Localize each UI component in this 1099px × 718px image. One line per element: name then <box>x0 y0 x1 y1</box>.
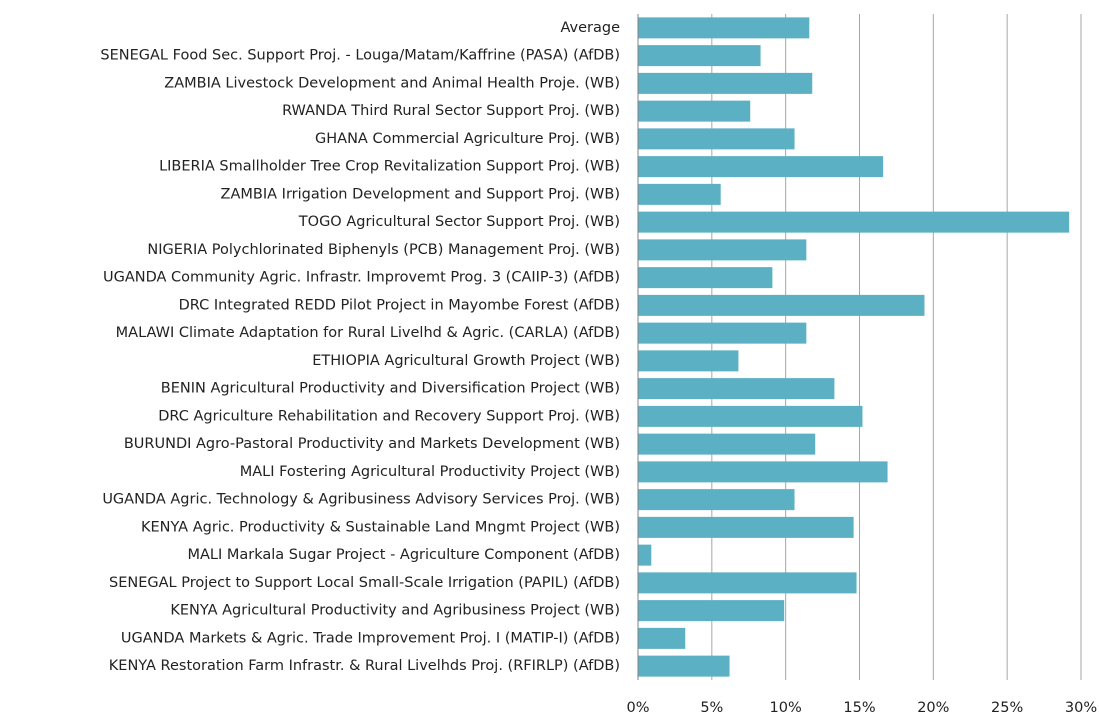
bar <box>638 516 854 538</box>
bar <box>638 489 795 511</box>
bar <box>638 544 652 566</box>
bar <box>638 17 810 39</box>
bar <box>638 655 730 677</box>
bar <box>638 572 857 594</box>
y-tick-label: GHANA Commercial Agriculture Proj. (WB) <box>315 131 620 147</box>
y-tick-label: MALI Fostering Agricultural Productivity… <box>240 464 620 480</box>
y-tick-label: TOGO Agricultural Sector Support Proj. (… <box>298 214 620 230</box>
bar <box>638 45 761 67</box>
y-tick-label: SENEGAL Food Sec. Support Proj. - Louga/… <box>100 48 620 64</box>
y-tick-label: UGANDA Markets & Agric. Trade Improvemen… <box>121 630 620 646</box>
bar <box>638 128 795 150</box>
bar <box>638 100 751 122</box>
bar <box>638 239 807 261</box>
bar <box>638 322 807 344</box>
y-tick-label: MALI Markala Sugar Project - Agriculture… <box>188 547 621 563</box>
y-tick-label: ZAMBIA Livestock Development and Animal … <box>164 75 620 91</box>
y-tick-label: DRC Agriculture Rehabilitation and Recov… <box>158 408 620 424</box>
x-tick-label: 0% <box>626 700 649 714</box>
y-tick-label: SENEGAL Project to Support Local Small-S… <box>109 575 620 591</box>
y-tick-label: UGANDA Agric. Technology & Agribusiness … <box>102 492 620 508</box>
bar <box>638 211 1070 233</box>
bar <box>638 156 884 178</box>
bar <box>638 350 739 372</box>
bar <box>638 72 813 94</box>
bar <box>638 433 816 455</box>
y-tick-label: KENYA Agricultural Productivity and Agri… <box>170 603 620 619</box>
bar <box>638 267 773 289</box>
bar <box>638 405 863 427</box>
y-tick-label: ZAMBIA Irrigation Development and Suppor… <box>221 186 620 202</box>
bar <box>638 183 721 205</box>
x-tick-label: 30% <box>1065 700 1097 714</box>
y-tick-label: KENYA Agric. Productivity & Sustainable … <box>141 519 620 535</box>
bar <box>638 294 925 316</box>
y-tick-label: RWANDA Third Rural Sector Support Proj. … <box>282 103 620 119</box>
x-tick-label: 15% <box>843 700 875 714</box>
x-tick-label: 10% <box>770 700 802 714</box>
bar <box>638 378 835 400</box>
y-tick-label: MALAWI Climate Adaptation for Rural Live… <box>116 325 620 341</box>
y-tick-label: BENIN Agricultural Productivity and Dive… <box>161 381 620 397</box>
bar <box>638 461 888 483</box>
bar <box>638 627 686 649</box>
y-tick-label: Average <box>560 20 620 36</box>
x-tick-label: 5% <box>700 700 723 714</box>
y-tick-label: NIGERIA Polychlorinated Biphenyls (PCB) … <box>147 242 620 258</box>
y-tick-label: UGANDA Community Agric. Infrastr. Improv… <box>103 270 620 286</box>
y-tick-label: LIBERIA Smallholder Tree Crop Revitaliza… <box>159 159 620 175</box>
y-tick-label: DRC Integrated REDD Pilot Project in May… <box>179 297 620 313</box>
y-tick-label: ETHIOPIA Agricultural Growth Project (WB… <box>312 353 620 369</box>
y-tick-label: KENYA Restoration Farm Infrastr. & Rural… <box>109 658 620 674</box>
bar <box>638 600 785 622</box>
y-tick-label: BURUNDI Agro-Pastoral Productivity and M… <box>124 436 620 452</box>
x-tick-label: 20% <box>917 700 949 714</box>
x-tick-label: 25% <box>991 700 1023 714</box>
